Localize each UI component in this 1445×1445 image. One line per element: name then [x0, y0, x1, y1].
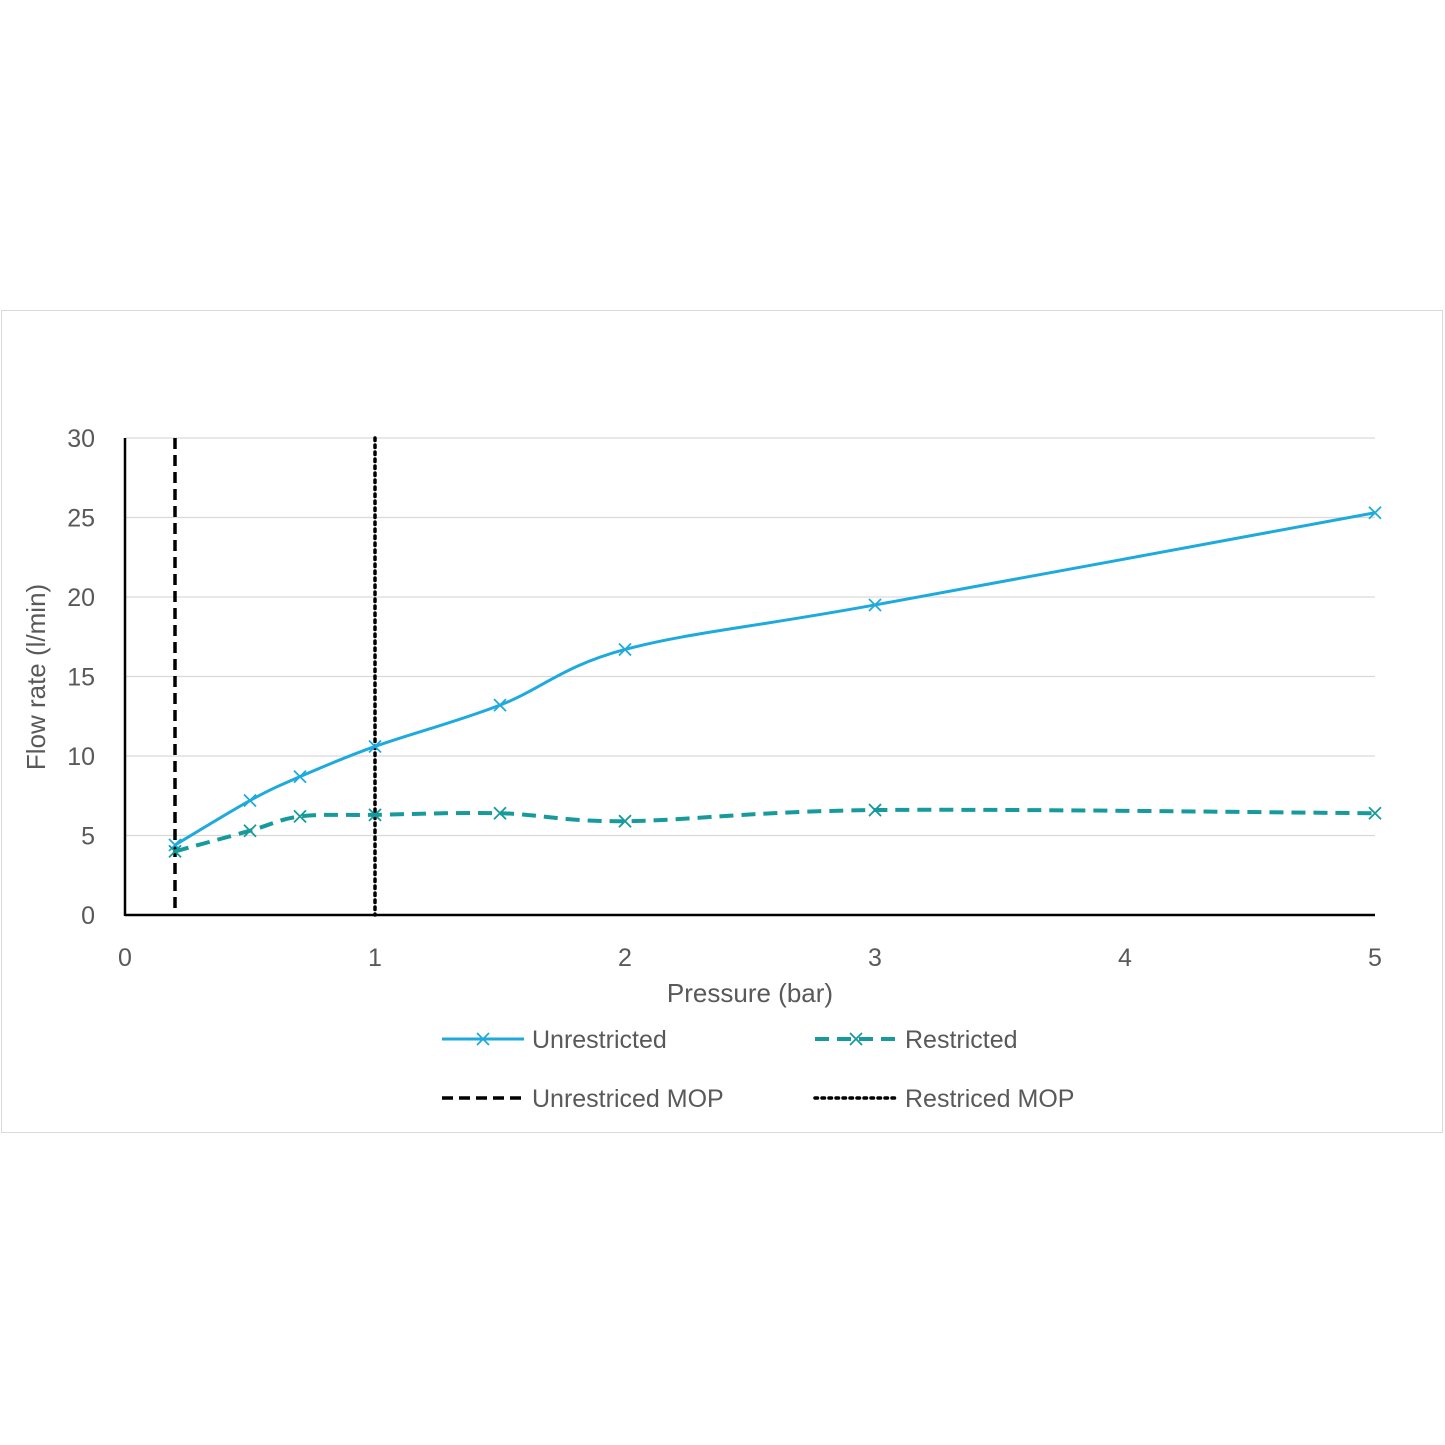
x-tick-label: 4 [1118, 944, 1132, 972]
legend-marker [849, 1032, 863, 1046]
y-tick-label: 5 [81, 823, 95, 851]
x-axis-title: Pressure (bar) [667, 978, 833, 1008]
legend-entry-2: Unrestriced MOP [442, 1085, 724, 1113]
tick-labels: 0 5 10 15 20 25 30 0 1 2 3 4 5 [67, 425, 1382, 972]
y-tick-label: 10 [67, 743, 95, 771]
data-point-1-0 [168, 844, 182, 859]
data-point-0-3 [368, 739, 382, 754]
data-point-0-6 [868, 598, 882, 612]
data-point-1-2 [293, 809, 307, 824]
data-point-1-7 [1368, 806, 1382, 820]
legend-entry-3: Restriced MOP [813, 1085, 1074, 1113]
y-tick-label: 25 [67, 505, 95, 533]
x-tick-label: 0 [118, 944, 132, 972]
x-tick-label: 3 [868, 944, 882, 972]
data-point-1-4 [493, 806, 507, 820]
x-tick-label: 1 [368, 944, 382, 972]
y-tick-label: 30 [67, 425, 95, 453]
data-point-0-4 [493, 698, 507, 712]
legend-entry-1: Restricted [815, 1026, 1018, 1054]
legend-entry-0: Unrestricted [442, 1026, 667, 1054]
y-tick-label: 15 [67, 664, 95, 692]
data-point-0-5 [618, 642, 632, 657]
legend-label: Restricted [905, 1026, 1018, 1054]
y-tick-label: 20 [67, 584, 95, 612]
x-tick-label: 5 [1368, 944, 1382, 972]
axes [123, 438, 1375, 917]
y-axis-title: Flow rate (l/min) [21, 584, 51, 770]
data-point-1-5 [618, 814, 632, 828]
y-tick-label: 0 [81, 902, 95, 930]
data-point-0-1 [243, 793, 257, 808]
legend-label: Restriced MOP [905, 1085, 1074, 1113]
data-point-1-3 [368, 808, 382, 822]
data-point-1-6 [868, 803, 882, 817]
series-line-1 [174, 807, 1376, 854]
gridlines [125, 437, 1375, 837]
series-line-0 [174, 511, 1376, 847]
chart-frame [1, 310, 1443, 1133]
legend-marker [476, 1032, 490, 1046]
x-tick-label: 2 [618, 944, 632, 972]
data-point-0-2 [293, 770, 307, 784]
legend-label: Unrestricted [532, 1026, 667, 1054]
reference-lines [173, 436, 377, 917]
series-lines [168, 506, 1382, 859]
data-point-1-1 [243, 824, 257, 838]
legend-label: Unrestriced MOP [532, 1085, 724, 1113]
data-point-0-7 [1368, 506, 1382, 520]
legend: Unrestricted Restricted Unrestriced MOP Res… [442, 1026, 1074, 1113]
